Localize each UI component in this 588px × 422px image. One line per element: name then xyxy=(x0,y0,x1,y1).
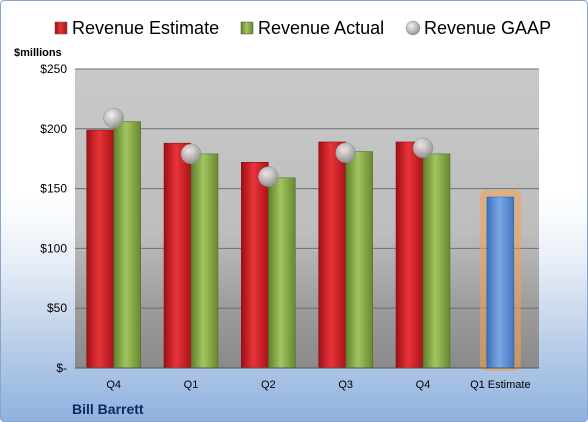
bar-revenue-estimate xyxy=(241,162,269,369)
bar-revenue-estimate xyxy=(163,142,192,369)
company-name: Bill Barrett xyxy=(72,401,144,417)
x-tick-label: Q1 Estimate xyxy=(470,379,531,391)
point-revenue-gaap xyxy=(335,142,356,163)
bar-q1-estimate xyxy=(486,196,515,369)
y-tick-label: $- xyxy=(56,361,67,375)
legend-swatch xyxy=(240,21,254,35)
bar-revenue-actual xyxy=(422,153,451,369)
legend-label: Revenue Actual xyxy=(258,18,384,38)
point-revenue-gaap xyxy=(258,166,279,187)
x-tick-label: Q1 xyxy=(184,379,199,391)
y-tick-label: $100 xyxy=(40,241,67,255)
bar-revenue-estimate xyxy=(86,129,114,369)
bar-revenue-actual xyxy=(345,151,373,369)
unit-label: $millions xyxy=(14,47,62,59)
x-tick-label: Q4 xyxy=(106,379,121,391)
bar-revenue-estimate xyxy=(318,141,346,369)
point-revenue-gaap xyxy=(103,107,124,129)
y-tick-label: $50 xyxy=(47,301,67,315)
bar-revenue-actual xyxy=(268,177,296,369)
legend-swatch xyxy=(54,21,68,35)
point-revenue-gaap xyxy=(180,143,202,165)
x-tick-label: Q4 xyxy=(416,379,431,391)
y-tick-label: $250 xyxy=(40,62,67,76)
point-revenue-gaap xyxy=(412,137,434,159)
legend-label: Revenue GAAP xyxy=(424,18,551,38)
plot-area xyxy=(75,69,539,368)
y-tick-label: $200 xyxy=(40,122,67,136)
bar-revenue-estimate xyxy=(395,141,424,369)
x-tick-label: Q2 xyxy=(261,379,276,391)
legend-label: Revenue Estimate xyxy=(72,18,219,38)
bar-revenue-actual xyxy=(113,121,141,369)
x-tick-label: Q3 xyxy=(338,379,353,391)
bar-revenue-actual xyxy=(190,153,219,369)
legend-swatch xyxy=(405,20,421,36)
y-tick-label: $150 xyxy=(40,182,67,196)
